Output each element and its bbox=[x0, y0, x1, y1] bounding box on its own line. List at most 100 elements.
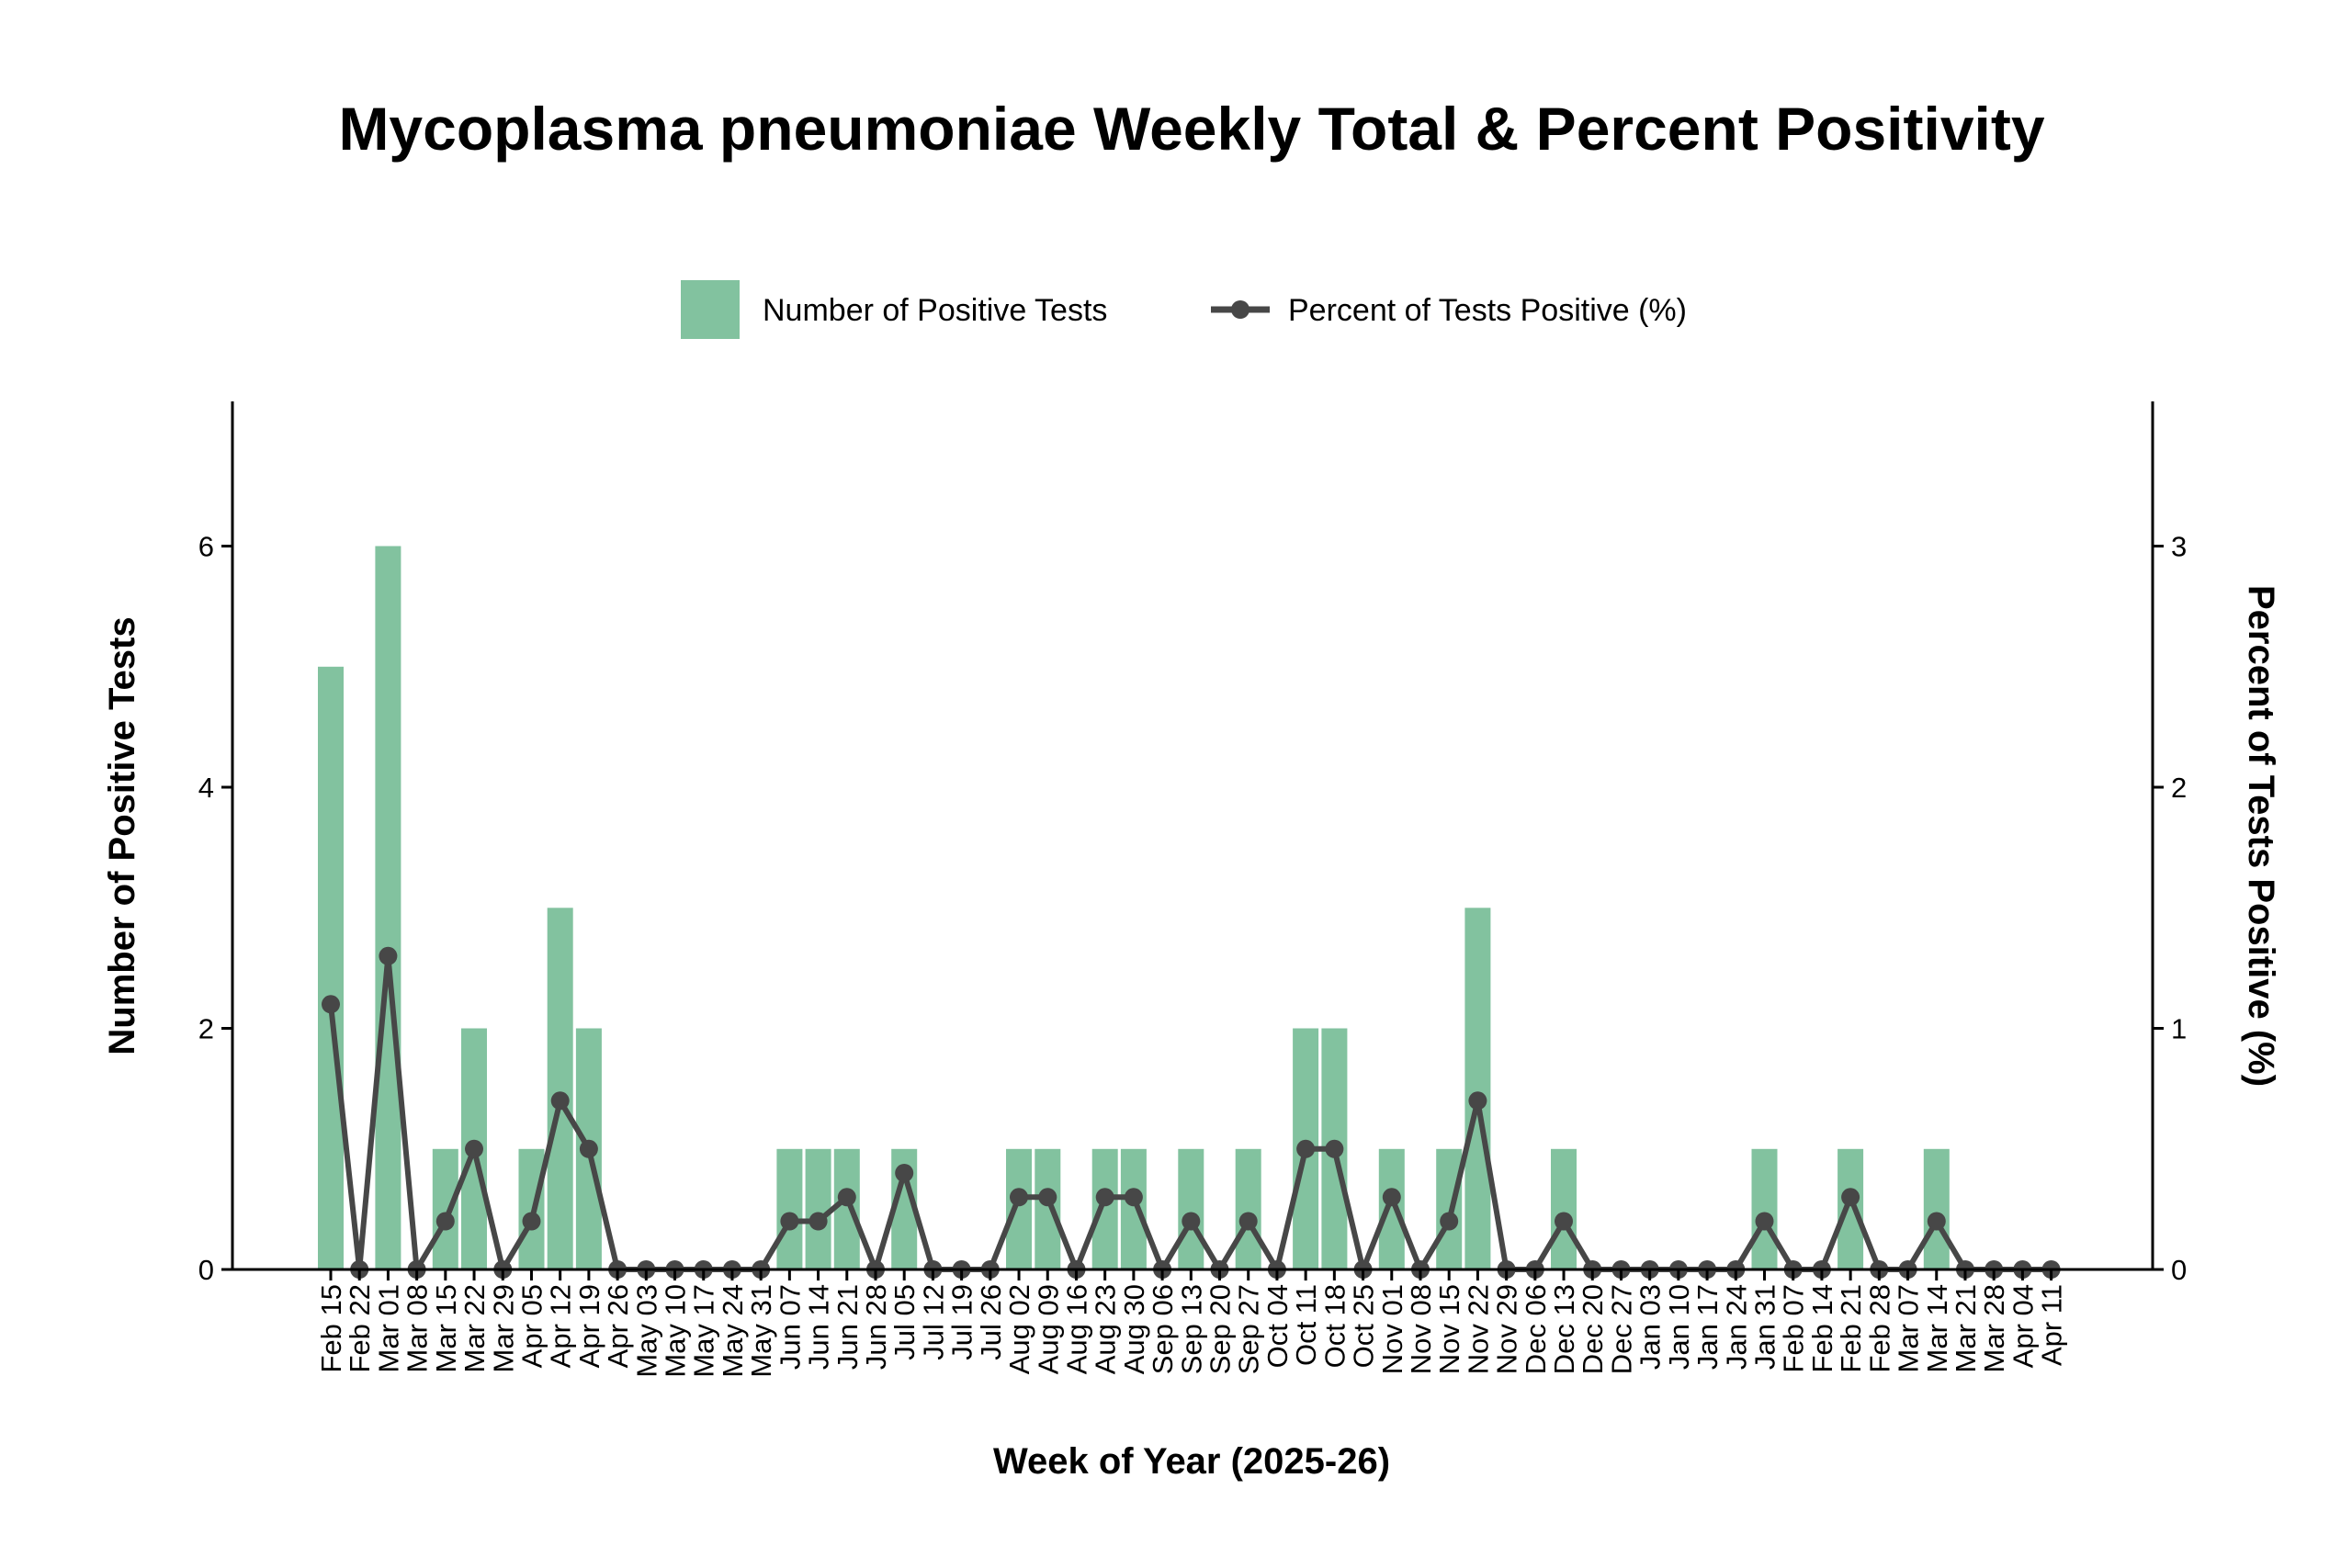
y2-tick-label-1: 1 bbox=[2171, 1013, 2187, 1045]
bar-jan-31 bbox=[1751, 1148, 1778, 1270]
bar-jun-07 bbox=[776, 1148, 803, 1270]
x-tick-label-mar-22: Mar 22 bbox=[458, 1284, 491, 1372]
x-tick-label-feb-28: Feb 28 bbox=[1863, 1284, 1895, 1373]
bar-sep-13 bbox=[1178, 1148, 1204, 1270]
percent-point-mar-22 bbox=[465, 1139, 483, 1158]
percent-point-sep-13 bbox=[1182, 1212, 1201, 1231]
percent-point-jun-07 bbox=[780, 1212, 799, 1231]
x-tick-label-nov-08: Nov 08 bbox=[1405, 1284, 1437, 1374]
y-ticks-right: 0 1 2 3 bbox=[2153, 531, 2187, 1286]
x-tick-label-jun-14: Jun 14 bbox=[803, 1284, 835, 1370]
x-tick-label-mar-07: Mar 07 bbox=[1893, 1284, 1925, 1372]
percent-point-nov-22 bbox=[1468, 1091, 1487, 1111]
y-tick-label-6: 6 bbox=[198, 531, 214, 563]
axes bbox=[231, 401, 2154, 1271]
x-tick-label-aug-09: Aug 09 bbox=[1032, 1284, 1064, 1374]
x-tick-label-mar-15: Mar 15 bbox=[430, 1284, 462, 1372]
x-tick-label-jul-12: Jul 12 bbox=[917, 1284, 949, 1360]
x-tick-label-apr-12: Apr 12 bbox=[545, 1284, 577, 1368]
x-tick-label-dec-06: Dec 06 bbox=[1520, 1284, 1552, 1374]
percent-point-mar-01 bbox=[379, 946, 398, 965]
x-tick-label-feb-14: Feb 14 bbox=[1806, 1284, 1838, 1373]
percent-point-jun-14 bbox=[808, 1212, 828, 1231]
x-tick-label-dec-13: Dec 13 bbox=[1548, 1284, 1580, 1374]
percent-point-sep-27 bbox=[1238, 1212, 1258, 1231]
percent-point-oct-18 bbox=[1325, 1139, 1344, 1158]
x-tick-label-aug-23: Aug 23 bbox=[1090, 1284, 1122, 1374]
percent-point-apr-12 bbox=[550, 1091, 570, 1111]
x-tick-label-apr-11: Apr 11 bbox=[2036, 1284, 2068, 1366]
y-ticks-left: 0 2 4 6 bbox=[198, 531, 232, 1286]
legend: Number of Positive Tests Percent of Test… bbox=[681, 280, 1687, 339]
y-axis-title: Number of Positive Tests bbox=[102, 616, 142, 1055]
bar-mar-15 bbox=[432, 1148, 458, 1270]
x-tick-label-jan-10: Jan 10 bbox=[1663, 1284, 1695, 1370]
bar-aug-23 bbox=[1091, 1148, 1118, 1270]
x-tick-label-jun-28: Jun 28 bbox=[860, 1284, 892, 1370]
x-tick-label-mar-08: Mar 08 bbox=[401, 1284, 434, 1372]
x-tick-label-jan-31: Jan 31 bbox=[1749, 1284, 1781, 1370]
x-tick-label-feb-07: Feb 07 bbox=[1778, 1284, 1810, 1373]
percent-point-feb-21 bbox=[1841, 1188, 1860, 1207]
percent-point-dec-13 bbox=[1555, 1212, 1573, 1231]
y-tick-label-2: 2 bbox=[198, 1013, 214, 1045]
x-tick-label-dec-20: Dec 20 bbox=[1577, 1284, 1609, 1374]
legend-line-marker bbox=[1231, 300, 1250, 319]
bar-aug-30 bbox=[1120, 1148, 1147, 1270]
x-tick-label-sep-06: Sep 06 bbox=[1147, 1284, 1179, 1374]
x-tick-label-jul-19: Jul 19 bbox=[946, 1284, 978, 1360]
x-tick-label-apr-04: Apr 04 bbox=[2007, 1284, 2039, 1368]
bar-nov-15 bbox=[1436, 1148, 1463, 1270]
bar-aug-09 bbox=[1035, 1148, 1061, 1270]
y2-axis-title: Percent of Tests Positive (%) bbox=[2241, 585, 2281, 1087]
x-tick-label-jan-24: Jan 24 bbox=[1720, 1284, 1752, 1370]
x-tick-label-feb-15: Feb 15 bbox=[315, 1284, 347, 1373]
x-tick-label-mar-29: Mar 29 bbox=[487, 1284, 519, 1372]
percent-point-oct-11 bbox=[1296, 1139, 1316, 1158]
percent-point-jan-31 bbox=[1755, 1212, 1774, 1231]
bar-feb-15 bbox=[318, 666, 344, 1270]
bars-layer bbox=[318, 546, 1950, 1270]
x-tick-label-sep-13: Sep 13 bbox=[1175, 1284, 1207, 1374]
bar-aug-02 bbox=[1006, 1148, 1032, 1270]
bar-nov-01 bbox=[1378, 1148, 1405, 1270]
bar-apr-05 bbox=[518, 1148, 545, 1270]
x-tick-label-oct-18: Oct 18 bbox=[1318, 1284, 1351, 1368]
x-tick-label-apr-19: Apr 19 bbox=[573, 1284, 605, 1368]
percent-point-nov-01 bbox=[1382, 1188, 1401, 1207]
x-tick-label-jun-21: Jun 21 bbox=[831, 1284, 864, 1370]
bar-jun-21 bbox=[833, 1148, 860, 1270]
x-tick-label-oct-25: Oct 25 bbox=[1348, 1284, 1380, 1368]
y-tick-label-4: 4 bbox=[198, 772, 214, 804]
y2-tick-label-3: 3 bbox=[2171, 531, 2187, 563]
x-tick-label-dec-27: Dec 27 bbox=[1606, 1284, 1638, 1374]
bar-nov-22 bbox=[1464, 908, 1491, 1270]
chart-title: Mycoplasma pneumoniae Weekly Total & Per… bbox=[338, 95, 2044, 163]
x-tick-label-mar-01: Mar 01 bbox=[372, 1284, 404, 1372]
x-tick-label-oct-04: Oct 04 bbox=[1261, 1284, 1294, 1368]
x-tick-label-aug-02: Aug 02 bbox=[1003, 1284, 1035, 1374]
x-tick-label-oct-11: Oct 11 bbox=[1290, 1284, 1322, 1366]
x-tick-label-mar-21: Mar 21 bbox=[1950, 1284, 1982, 1372]
x-tick-label-mar-14: Mar 14 bbox=[1921, 1284, 1953, 1372]
x-tick-label-jun-07: Jun 07 bbox=[774, 1284, 806, 1370]
bar-dec-13 bbox=[1551, 1148, 1577, 1270]
percent-point-feb-15 bbox=[322, 995, 340, 1014]
x-tick-label-jul-05: Jul 05 bbox=[888, 1284, 921, 1360]
percent-point-aug-30 bbox=[1124, 1188, 1143, 1207]
x-tick-label-feb-22: Feb 22 bbox=[344, 1284, 376, 1373]
percent-point-jul-05 bbox=[895, 1164, 914, 1182]
x-tick-label-jan-17: Jan 17 bbox=[1691, 1284, 1724, 1370]
bar-mar-14 bbox=[1923, 1148, 1950, 1270]
bar-jun-14 bbox=[805, 1148, 831, 1270]
x-tick-label-apr-26: Apr 26 bbox=[602, 1284, 634, 1368]
x-tick-label-nov-29: Nov 29 bbox=[1491, 1284, 1523, 1374]
bar-apr-12 bbox=[547, 908, 573, 1270]
x-tick-label-mar-28: Mar 28 bbox=[1978, 1284, 2010, 1372]
x-tick-label-sep-27: Sep 27 bbox=[1233, 1284, 1265, 1374]
x-tick-label-sep-20: Sep 20 bbox=[1204, 1284, 1237, 1374]
percent-point-aug-23 bbox=[1095, 1188, 1114, 1207]
x-tick-label-nov-22: Nov 22 bbox=[1462, 1284, 1494, 1374]
